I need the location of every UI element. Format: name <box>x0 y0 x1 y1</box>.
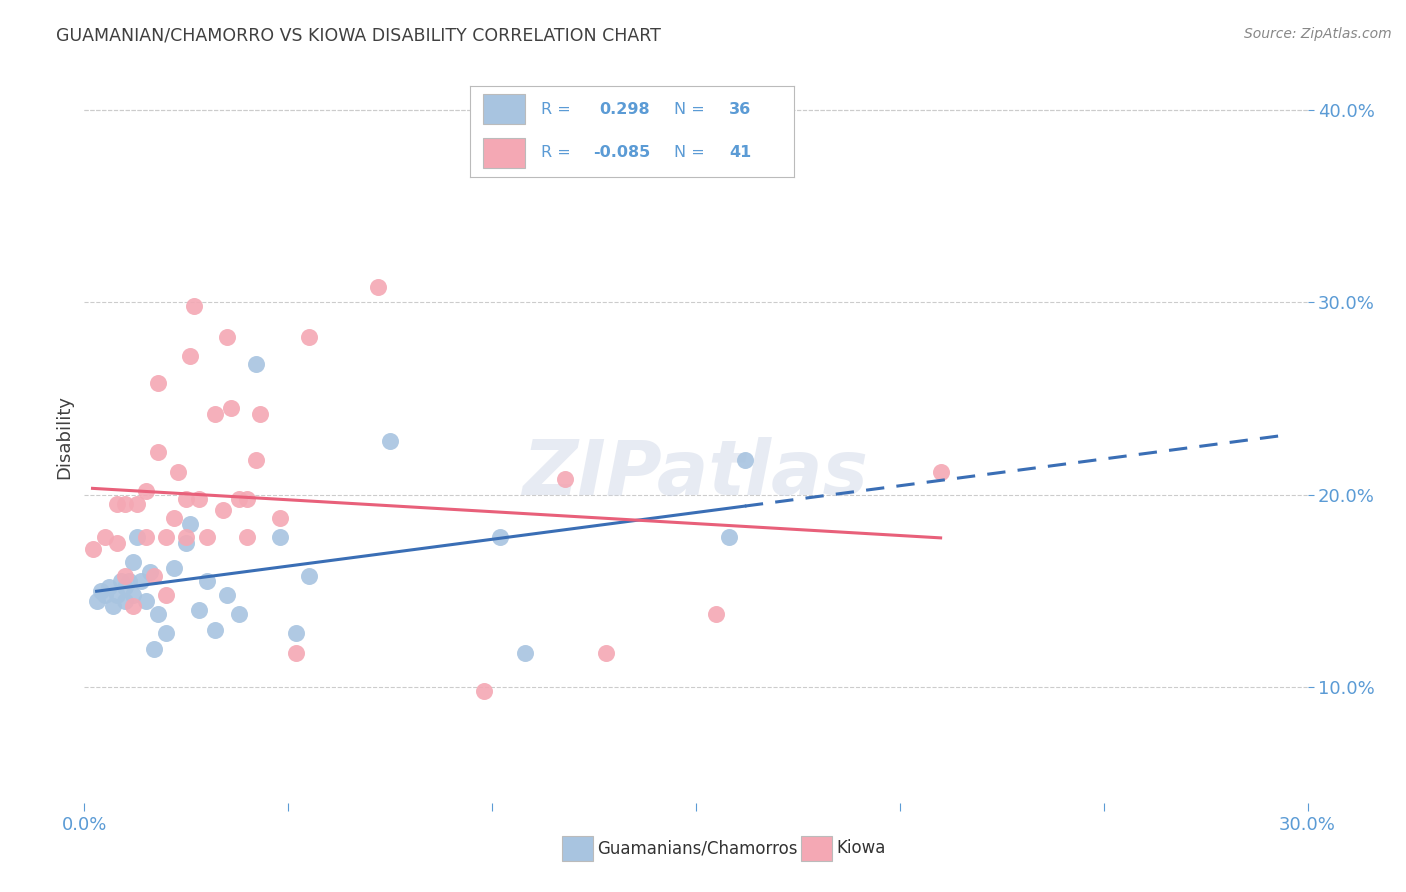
Point <box>105 498 128 512</box>
Point <box>204 407 226 421</box>
Point <box>195 574 218 589</box>
Point <box>101 599 124 614</box>
Text: Source: ZipAtlas.com: Source: ZipAtlas.com <box>1244 27 1392 41</box>
Y-axis label: Disability: Disability <box>55 395 73 479</box>
Point <box>187 603 209 617</box>
Point <box>155 588 177 602</box>
Point <box>285 626 308 640</box>
Point <box>269 530 291 544</box>
Point <box>187 491 209 506</box>
Point <box>217 588 239 602</box>
Point <box>217 330 239 344</box>
Point <box>90 584 112 599</box>
Point <box>298 330 321 344</box>
Point <box>114 498 136 512</box>
Point <box>167 465 190 479</box>
Point <box>155 530 177 544</box>
Point <box>174 530 197 544</box>
Point <box>179 516 201 531</box>
Point <box>212 503 235 517</box>
Point <box>114 568 136 582</box>
Point <box>513 646 536 660</box>
Point <box>380 434 402 448</box>
Point <box>228 491 250 506</box>
Point <box>93 588 115 602</box>
Point <box>228 607 250 622</box>
Text: ZIPatlas: ZIPatlas <box>523 437 869 510</box>
Point <box>110 574 132 589</box>
Point <box>554 472 576 486</box>
Point <box>285 646 308 660</box>
Point <box>236 491 259 506</box>
Point <box>472 684 495 698</box>
Point <box>146 376 169 391</box>
Point <box>122 599 145 614</box>
Point <box>717 530 740 544</box>
Point <box>93 530 115 544</box>
Point <box>127 530 149 544</box>
Point <box>105 536 128 550</box>
Point <box>122 555 145 569</box>
Text: GUAMANIAN/CHAMORRO VS KIOWA DISABILITY CORRELATION CHART: GUAMANIAN/CHAMORRO VS KIOWA DISABILITY C… <box>56 27 661 45</box>
Point <box>298 568 321 582</box>
Point <box>97 580 120 594</box>
Point <box>236 530 259 544</box>
Point <box>195 530 218 544</box>
Point <box>114 580 136 594</box>
Point <box>595 646 617 660</box>
Point <box>249 407 271 421</box>
Point <box>146 445 169 459</box>
Point <box>82 541 104 556</box>
Point <box>155 626 177 640</box>
Point <box>269 511 291 525</box>
Point <box>179 349 201 363</box>
Point <box>142 568 165 582</box>
Point <box>163 511 186 525</box>
Point <box>245 453 267 467</box>
Point <box>367 280 389 294</box>
Point <box>174 491 197 506</box>
Point <box>122 588 145 602</box>
Point <box>146 607 169 622</box>
Point <box>131 574 153 589</box>
Point <box>706 607 728 622</box>
Point <box>135 483 157 498</box>
Text: Guamanians/Chamorros: Guamanians/Chamorros <box>598 839 799 857</box>
Point <box>118 574 141 589</box>
Point <box>219 401 242 416</box>
Text: Kiowa: Kiowa <box>837 839 886 857</box>
Point <box>138 565 160 579</box>
Point <box>114 593 136 607</box>
Point <box>204 623 226 637</box>
Point <box>174 536 197 550</box>
Point <box>142 641 165 656</box>
Point <box>734 453 756 467</box>
Point <box>929 465 952 479</box>
Point <box>489 530 512 544</box>
Point <box>183 299 205 313</box>
Point <box>245 357 267 371</box>
Point <box>127 498 149 512</box>
Point <box>86 593 108 607</box>
Point <box>135 593 157 607</box>
Point <box>135 530 157 544</box>
Point <box>105 588 128 602</box>
Point <box>163 561 186 575</box>
